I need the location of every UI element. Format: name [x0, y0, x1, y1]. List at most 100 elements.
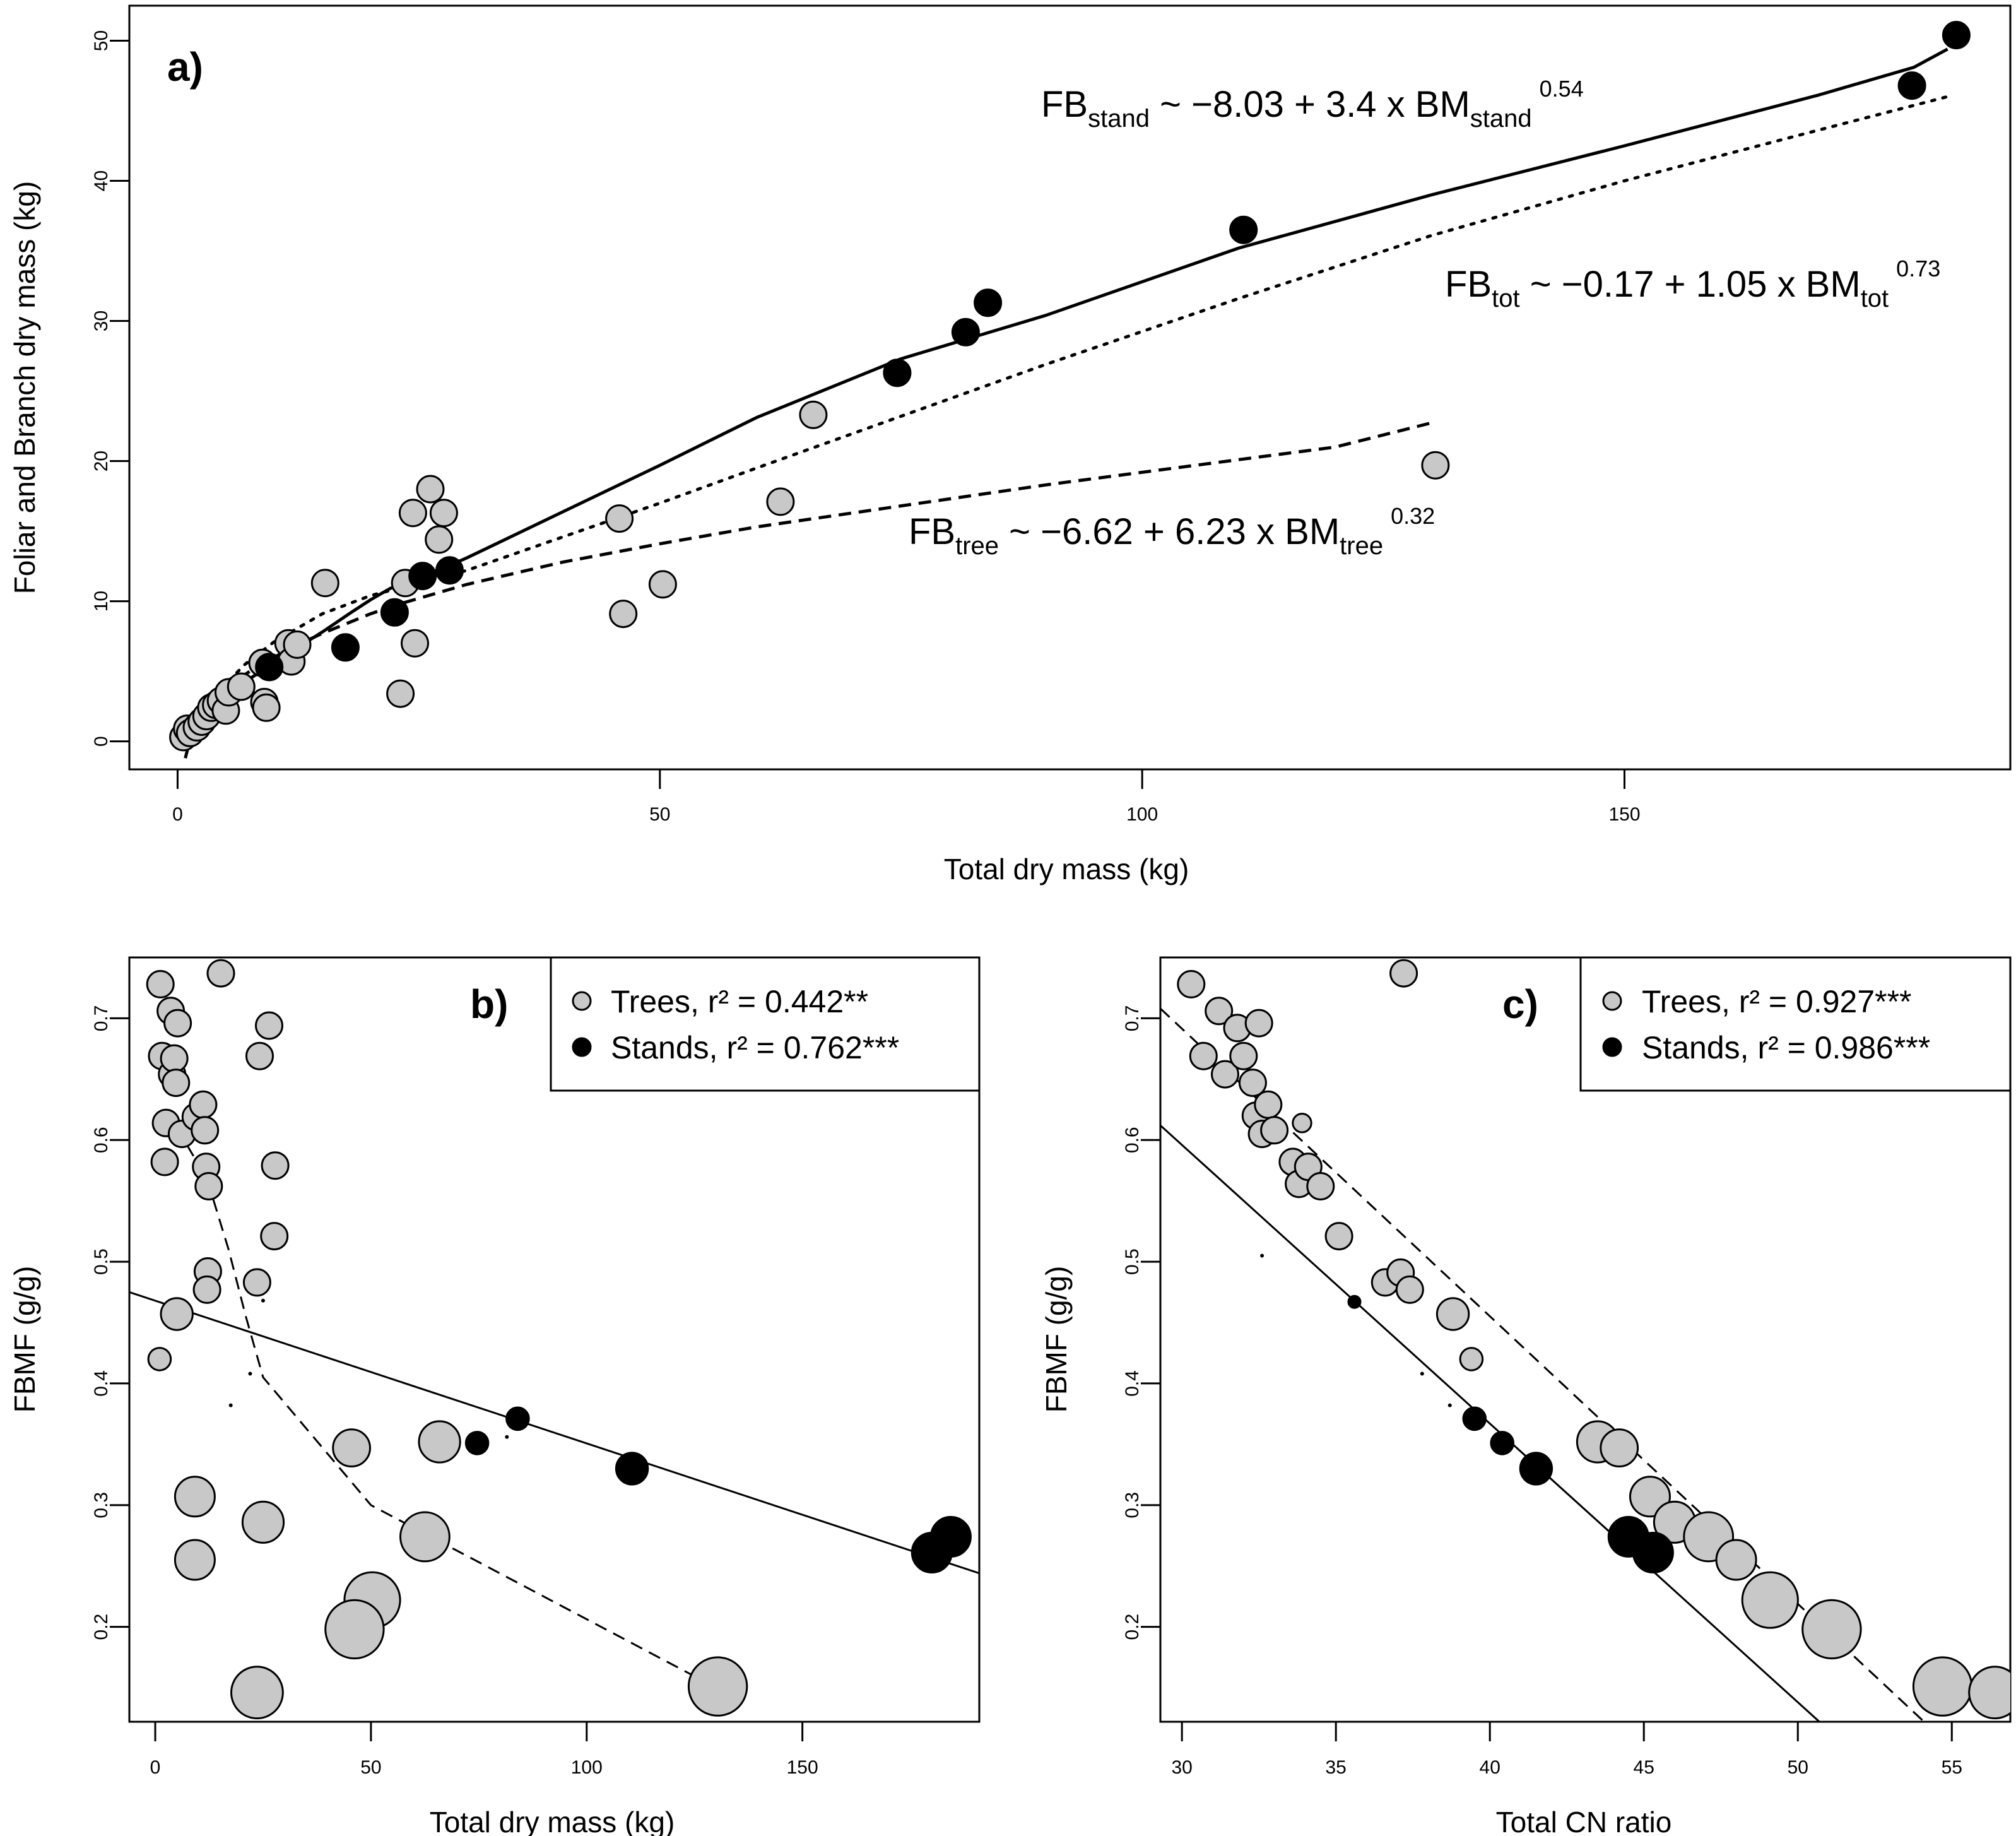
tree-point [1459, 1347, 1484, 1371]
panel-c-y-axis: 0.2 0.3 0.4 0.5 0.6 0.7 [1122, 1005, 1160, 1640]
tiny-point [1260, 1253, 1264, 1258]
tree-point [1421, 451, 1450, 480]
tree-point [194, 1172, 223, 1200]
tree-point [1741, 1571, 1799, 1629]
tree-point [1801, 1599, 1862, 1660]
legend-trees-marker [572, 991, 592, 1011]
y-tick-label: 0.6 [1122, 1127, 1143, 1153]
stand-point [1462, 1406, 1487, 1431]
tree-point [1229, 1041, 1258, 1070]
panel-b-x-axis: 0 50 100 150 [150, 1722, 818, 1778]
equation-exponent: 0.73 [1896, 256, 1940, 281]
tree-point [1238, 1069, 1267, 1098]
stand-point [883, 358, 912, 388]
tree-point [386, 679, 415, 708]
tree-point [260, 1222, 289, 1251]
tree-point [310, 569, 339, 598]
y-tick-label: 0.2 [91, 1614, 112, 1640]
stand-point [615, 1452, 649, 1486]
tree-point [150, 1147, 179, 1176]
tree-point [252, 693, 281, 722]
tree-point [245, 1041, 274, 1070]
tree-point [416, 475, 445, 504]
equation-lhs-subscript: stand [1088, 105, 1150, 133]
fit-line-trees [175, 1127, 717, 1689]
panel-b-fit-lines [129, 1127, 979, 1689]
panel-c-x-axis-title: Total CN ratio [1496, 1806, 1672, 1836]
panel-b: 0 50 100 150 0.2 0.3 0.4 0.5 0.6 0.7 b) Total dr… [8, 956, 981, 1836]
fit-line-tot [184, 93, 1954, 735]
stand-point [1897, 71, 1926, 100]
equation-lhs: FB [1041, 84, 1088, 125]
stand-point [1942, 21, 1971, 50]
tree-point [1211, 1060, 1239, 1089]
tree-point [227, 672, 256, 701]
x-tick-label: 0 [150, 1757, 161, 1778]
tree-point [206, 959, 235, 988]
equation-exponent: 0.32 [1391, 503, 1435, 529]
tiny-point [228, 1403, 233, 1407]
fit-line-stands [1160, 1124, 1820, 1722]
tree-point [399, 1511, 451, 1563]
x-tick-label: 55 [1942, 1757, 1962, 1778]
equation-fb-stand: FBstand ~ −8.03 + 3.4 x BMstand0.54 [1041, 76, 1584, 133]
tree-point [1177, 969, 1206, 998]
legend-box [1579, 956, 2012, 1092]
x-tick-label: 35 [1325, 1757, 1346, 1778]
stand-point [331, 633, 360, 662]
x-tick-label: 100 [571, 1757, 603, 1778]
tree-point [230, 1666, 284, 1720]
y-tick-label: 0.4 [1122, 1370, 1143, 1397]
stand-point [255, 653, 284, 682]
stand-point [1490, 1431, 1514, 1455]
stand-point [951, 317, 980, 346]
legend-stands-label: Stands, r² = 0.986*** [1642, 1030, 1930, 1065]
tiny-point [248, 1371, 252, 1376]
equation-lhs-subscript: tree [955, 532, 999, 560]
tree-point [241, 1500, 285, 1544]
tree-point [1435, 1297, 1470, 1331]
tree-point [1715, 1539, 1757, 1581]
stand-point [1519, 1452, 1553, 1486]
tree-point [163, 1009, 192, 1038]
y-tick-label: 50 [91, 30, 112, 51]
panel-b-points [146, 959, 972, 1720]
stand-point [1632, 1532, 1674, 1573]
panel-a-y-axis-title: Foliar and Branch dry mass (kg) [8, 181, 41, 594]
stand-point [505, 1406, 530, 1431]
x-tick-label: 150 [787, 1757, 818, 1778]
legend-box [550, 956, 981, 1092]
tree-point [332, 1428, 371, 1468]
tree-point [1189, 1041, 1218, 1070]
tree-point [192, 1275, 221, 1304]
panel-b-y-axis-title: FBMF (g/g) [8, 1266, 41, 1413]
panel-a-x-axis: 0 50 100 150 [172, 769, 1641, 825]
y-tick-label: 0.5 [1122, 1248, 1143, 1275]
equation-rhs-subscript: tot [1861, 285, 1889, 312]
tree-point [242, 1268, 271, 1297]
stand-point [929, 1515, 972, 1558]
tree-point [1395, 1275, 1424, 1304]
tree-point [1254, 1090, 1283, 1119]
panel-a-y-axis: 0 10 20 30 40 50 [91, 30, 129, 747]
tree-point [648, 570, 677, 599]
tree-point [609, 600, 638, 629]
tree-point [1205, 997, 1234, 1026]
y-tick-label: 30 [91, 311, 112, 331]
panel-b-x-axis-title: Total dry mass (kg) [430, 1806, 675, 1836]
fit-line-stands [129, 1291, 979, 1575]
panel-b-legend: Trees, r² = 0.442** Stands, r² = 0.762**… [550, 956, 981, 1092]
tree-point [174, 1476, 216, 1518]
legend-stands-marker [1602, 1037, 1622, 1057]
stand-point [435, 556, 464, 585]
x-tick-label: 50 [649, 804, 670, 825]
x-tick-label: 45 [1634, 1757, 1654, 1778]
tiny-point [1447, 1403, 1452, 1407]
legend-trees-marker [1602, 991, 1622, 1011]
tree-point [1324, 1222, 1353, 1251]
equation-fb-tot: FBtot ~ −0.17 + 1.05 x BMtot0.73 [1445, 256, 1940, 312]
tree-point [162, 1069, 191, 1098]
equation-rhs: ~ −8.03 + 3.4 x BM [1150, 84, 1470, 125]
panel-c-points [1177, 959, 2010, 1720]
tree-point [398, 499, 427, 528]
